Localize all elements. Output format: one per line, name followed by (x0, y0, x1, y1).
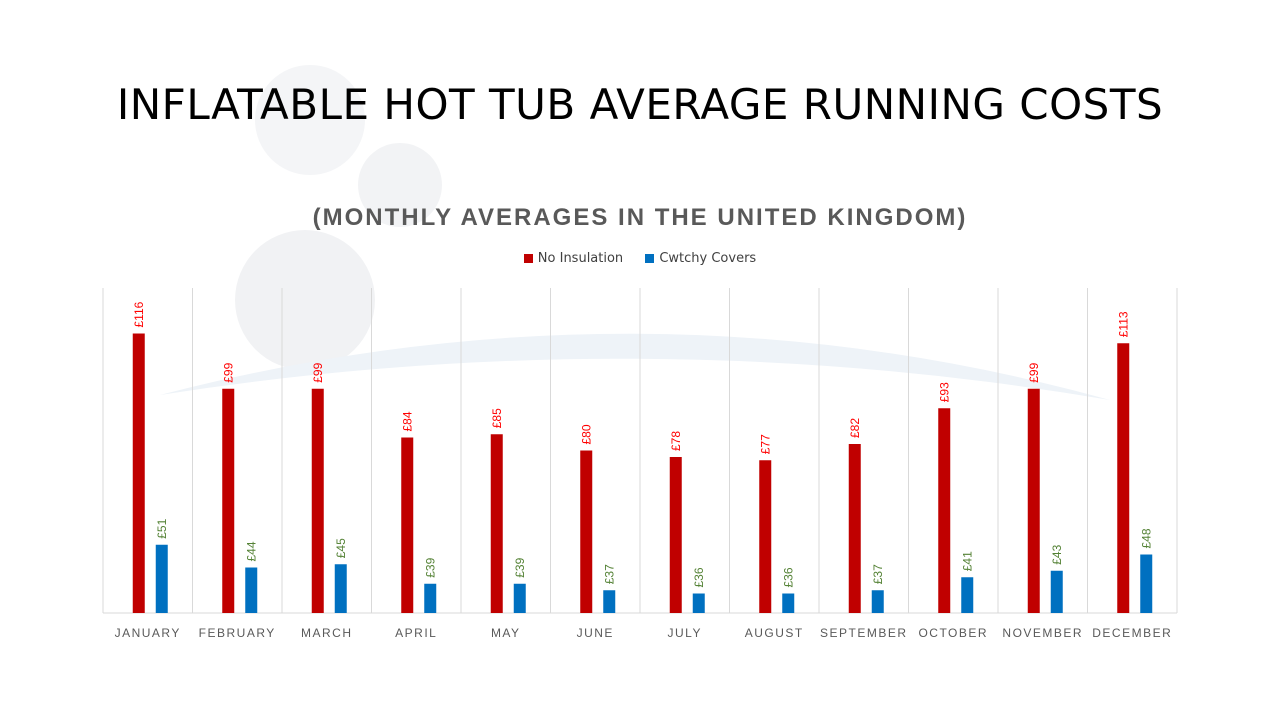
legend-label: Cwtchy Covers (659, 251, 757, 266)
legend-item-cwtchy-covers: Cwtchy Covers (645, 251, 756, 266)
bar-cwtchy-covers (871, 590, 884, 613)
bar-no-insulation (1027, 388, 1040, 613)
bar-no-insulation (848, 444, 861, 613)
x-tick-label: APRIL (395, 626, 437, 640)
bar-no-insulation (490, 434, 503, 613)
bar-cwtchy-covers (334, 564, 347, 613)
data-label: £36 (692, 567, 706, 587)
bar-cwtchy-covers (245, 567, 258, 613)
bar-no-insulation (311, 388, 324, 613)
watermark-bubble (255, 65, 365, 175)
bar-cwtchy-covers (1140, 554, 1153, 613)
data-label: £37 (602, 564, 616, 584)
legend-item-no-insulation: No Insulation (523, 251, 624, 266)
data-label: £85 (490, 408, 504, 428)
watermark-bubble (358, 143, 442, 227)
bar-cwtchy-covers (513, 583, 526, 613)
data-label: £84 (400, 411, 414, 431)
x-tick-label: JUNE (577, 626, 614, 640)
data-label: £78 (669, 431, 683, 451)
data-label: £51 (155, 518, 169, 538)
bar-no-insulation (132, 333, 145, 613)
data-label: £82 (848, 418, 862, 438)
bar-cwtchy-covers (782, 593, 795, 613)
data-label: £36 (781, 567, 795, 587)
data-label: £41 (960, 551, 974, 571)
chart-title: INFLATABLE HOT TUB AVERAGE RUNNING COSTS (116, 80, 1164, 129)
bar-cwtchy-covers (424, 583, 437, 613)
data-label: £99 (1027, 362, 1041, 382)
data-label: £80 (579, 424, 593, 444)
data-label: £99 (311, 362, 325, 382)
x-tick-label: NOVEMBER (1002, 626, 1083, 640)
bar-no-insulation (222, 388, 235, 613)
bar-no-insulation (938, 408, 951, 613)
data-label: £44 (244, 541, 258, 561)
chart-subtitle: (MONTHLY AVERAGES IN THE UNITED KINGDOM) (312, 204, 968, 231)
data-label: £39 (513, 557, 527, 577)
bar-cwtchy-covers (603, 590, 616, 613)
bar-cwtchy-covers (961, 577, 974, 613)
bar-no-insulation (669, 457, 682, 613)
data-label: £45 (334, 538, 348, 558)
legend-swatch-cwtchy-covers (645, 254, 655, 263)
data-label: £99 (221, 362, 235, 382)
x-tick-label: JULY (668, 626, 702, 640)
bar-no-insulation (580, 450, 593, 613)
data-label: £113 (1116, 311, 1130, 337)
data-label: £116 (132, 301, 146, 327)
x-tick-label: FEBRUARY (199, 626, 276, 640)
watermark-bubble (235, 230, 375, 370)
bar-no-insulation (1117, 343, 1130, 613)
data-label: £43 (1050, 544, 1064, 564)
legend: No Insulation Cwtchy Covers (0, 251, 1280, 267)
bar-no-insulation (401, 437, 414, 613)
x-tick-label: AUGUST (745, 626, 804, 640)
x-tick-label: MARCH (301, 626, 353, 640)
legend-label: No Insulation (537, 251, 624, 266)
watermark-swoosh (160, 333, 1110, 400)
x-tick-label: SEPTEMBER (820, 626, 908, 640)
bar-no-insulation (759, 460, 772, 613)
data-label: £77 (758, 434, 772, 454)
data-label: £48 (1139, 528, 1153, 548)
data-label: £39 (423, 557, 437, 577)
x-tick-label: OCTOBER (918, 626, 988, 640)
x-tick-label: JANUARY (115, 626, 181, 640)
legend-swatch-no-insulation (523, 254, 533, 263)
x-tick-label: MAY (491, 626, 521, 640)
data-label: £93 (937, 382, 951, 402)
data-label: £37 (871, 564, 885, 584)
bar-cwtchy-covers (692, 593, 705, 613)
bar-cwtchy-covers (155, 544, 168, 613)
bar-cwtchy-covers (1050, 570, 1063, 613)
x-tick-label: DECEMBER (1092, 626, 1172, 640)
